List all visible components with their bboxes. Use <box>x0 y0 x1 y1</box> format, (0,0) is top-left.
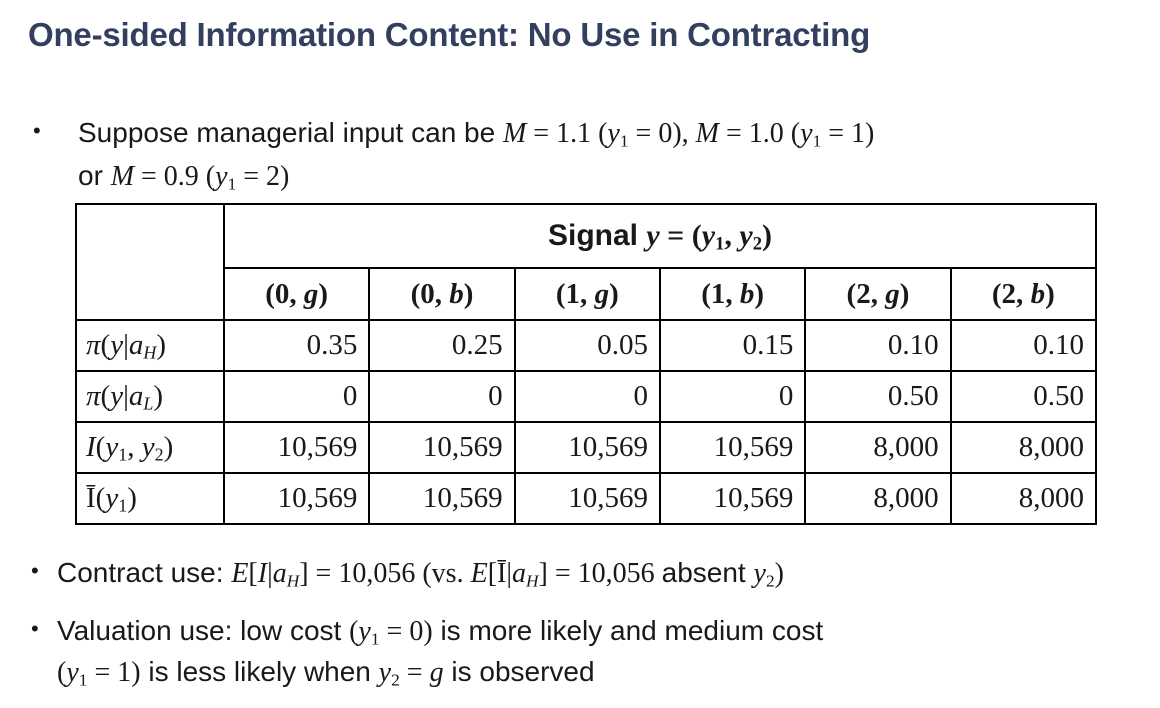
col-header: (1, g) <box>513 267 661 321</box>
signal-header-cell: Signal y = (y1, y2) <box>223 203 1097 269</box>
value-cell: 0.15 <box>658 319 807 372</box>
row-label: Ī(y1) <box>75 472 225 525</box>
bullet-line: Contract use: E[I|aH] = 10,056 (vs. E[Ī|… <box>57 557 784 591</box>
value-cell: 0.50 <box>804 370 952 423</box>
row-label: I(y1, y2) <box>75 421 225 474</box>
value-cell: 0.25 <box>368 319 516 372</box>
table-row: π(y|aH) 0.35 0.25 0.05 0.15 0.10 0.10 <box>75 319 1098 372</box>
bullet-contract-use: • Contract use: E[I|aH] = 10,056 (vs. E[… <box>31 553 784 594</box>
value-cell: 0.10 <box>804 319 952 372</box>
bullet-line: (y1 = 1) is less likely when y2 = g is o… <box>57 656 595 690</box>
bullet-valuation-use: • Valuation use: low cost (y1 = 0) is mo… <box>31 611 823 693</box>
col-header: (1, b) <box>658 267 807 321</box>
table-corner-cell <box>75 203 225 321</box>
value-cell: 10,569 <box>368 421 516 474</box>
value-cell: 10,569 <box>658 421 807 474</box>
value-cell: 10,569 <box>658 472 807 525</box>
bullet-text: Suppose managerial input can be M = 1.1 … <box>78 112 874 198</box>
value-cell: 10,569 <box>222 421 371 474</box>
value-cell: 8,000 <box>949 472 1098 525</box>
col-header: (2, b) <box>949 267 1098 321</box>
value-cell: 10,569 <box>368 472 516 525</box>
table-row: I(y1, y2) 10,569 10,569 10,569 10,569 8,… <box>75 421 1098 474</box>
value-cell: 8,000 <box>804 421 952 474</box>
bullet-managerial-input: • Suppose managerial input can be M = 1.… <box>33 112 874 198</box>
bullet-line: Valuation use: low cost (y1 = 0) is more… <box>57 615 824 649</box>
value-cell: 10,569 <box>222 472 371 525</box>
bullet-text: Contract use: E[I|aH] = 10,056 (vs. E[Ī|… <box>57 553 784 594</box>
table-subheader-row: (0, g) (0, b) (1, g) (1, b) (2, g) (2, b… <box>76 267 1098 321</box>
signal-table: Signal y = (y1, y2) (0, g) (0, b) (1, g)… <box>75 203 1098 525</box>
row-label: π(y|aL) <box>75 370 225 423</box>
slide-title: One-sided Information Content: No Use in… <box>28 16 871 53</box>
bullet-text: Valuation use: low cost (y1 = 0) is more… <box>57 611 823 693</box>
value-cell: 8,000 <box>949 421 1098 474</box>
value-cell: 0 <box>513 370 661 423</box>
value-cell: 8,000 <box>804 472 952 525</box>
value-cell: 0.35 <box>222 319 371 372</box>
col-header: (2, g) <box>804 267 952 321</box>
table-header-row: Signal y = (y1, y2) <box>75 203 1097 321</box>
table-row: Ī(y1) 10,569 10,569 10,569 10,569 8,000 … <box>75 472 1098 525</box>
bullet-marker: • <box>31 558 39 583</box>
bullet-marker: • <box>31 616 39 641</box>
value-cell: 0 <box>368 370 516 423</box>
value-cell: 10,569 <box>513 472 661 525</box>
value-cell: 0 <box>658 370 807 423</box>
value-cell: 10,569 <box>513 421 661 474</box>
bullet-line: Suppose managerial input can be M = 1.1 … <box>78 117 875 151</box>
col-header: (0, g) <box>222 267 371 321</box>
value-cell: 0.50 <box>949 370 1098 423</box>
col-header: (0, b) <box>368 267 516 321</box>
bullet-line: or M = 0.9 (y1 = 2) <box>78 160 290 194</box>
row-label: π(y|aH) <box>75 319 225 372</box>
value-cell: 0 <box>222 370 371 423</box>
value-cell: 0.05 <box>513 319 661 372</box>
bullet-marker: • <box>33 118 41 143</box>
value-cell: 0.10 <box>949 319 1098 372</box>
table-row: π(y|aL) 0 0 0 0 0.50 0.50 <box>75 370 1098 423</box>
